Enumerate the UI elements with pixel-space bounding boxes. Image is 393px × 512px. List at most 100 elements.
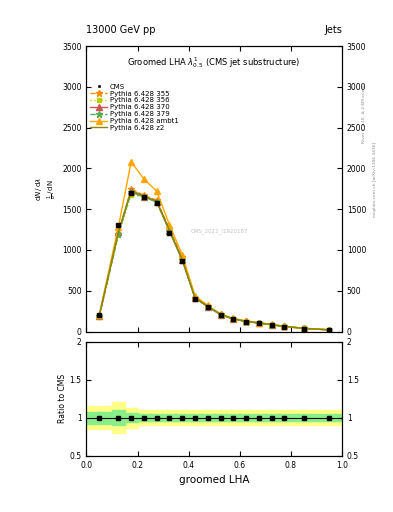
Pythia 6.428 ambt1 [116, 224, 121, 230]
Pythia 6.428 379 [97, 313, 101, 319]
CMS [129, 190, 134, 196]
Pythia 6.428 356 [167, 227, 172, 233]
CMS [257, 321, 261, 327]
Pythia 6.428 ambt1 [327, 327, 332, 333]
Pythia 6.428 355 [231, 316, 236, 322]
Pythia 6.428 355 [218, 311, 223, 317]
Pythia 6.428 z2 [269, 322, 274, 328]
Pythia 6.428 379 [154, 199, 159, 205]
Pythia 6.428 z2 [244, 318, 248, 324]
Pythia 6.428 356 [327, 327, 332, 333]
Line: Pythia 6.428 z2: Pythia 6.428 z2 [99, 190, 329, 330]
Line: Pythia 6.428 370: Pythia 6.428 370 [96, 188, 332, 333]
Pythia 6.428 379 [257, 320, 261, 326]
CMS [116, 222, 121, 228]
Pythia 6.428 z2 [116, 228, 121, 234]
Pythia 6.428 356 [154, 199, 159, 205]
Line: Pythia 6.428 ambt1: Pythia 6.428 ambt1 [96, 159, 332, 332]
Pythia 6.428 370 [154, 199, 159, 205]
Pythia 6.428 ambt1 [97, 312, 101, 318]
CMS [141, 194, 146, 200]
Pythia 6.428 z2 [218, 311, 223, 317]
Pythia 6.428 379 [129, 189, 134, 196]
CMS [193, 296, 197, 302]
CMS [327, 327, 332, 333]
Pythia 6.428 ambt1 [154, 188, 159, 195]
Pythia 6.428 z2 [206, 303, 210, 309]
Pythia 6.428 355 [193, 294, 197, 301]
Pythia 6.428 370 [167, 228, 172, 234]
Pythia 6.428 355 [269, 322, 274, 328]
X-axis label: groomed LHA: groomed LHA [179, 475, 250, 485]
Text: 13000 GeV pp: 13000 GeV pp [86, 25, 156, 35]
Pythia 6.428 355 [282, 323, 287, 329]
Pythia 6.428 370 [231, 316, 236, 322]
Pythia 6.428 355 [167, 226, 172, 232]
Pythia 6.428 379 [282, 324, 287, 330]
Pythia 6.428 356 [301, 326, 306, 332]
Pythia 6.428 356 [231, 316, 236, 322]
Pythia 6.428 356 [97, 314, 101, 320]
CMS [167, 230, 172, 236]
Pythia 6.428 ambt1 [193, 293, 197, 299]
Pythia 6.428 z2 [257, 320, 261, 326]
Pythia 6.428 379 [167, 228, 172, 234]
Pythia 6.428 355 [116, 230, 121, 237]
Pythia 6.428 379 [244, 318, 248, 325]
Pythia 6.428 ambt1 [301, 325, 306, 331]
CMS [154, 200, 159, 206]
Pythia 6.428 z2 [167, 227, 172, 233]
CMS [206, 305, 210, 311]
Pythia 6.428 356 [218, 312, 223, 318]
Pythia 6.428 370 [116, 229, 121, 236]
Pythia 6.428 z2 [141, 193, 146, 199]
Pythia 6.428 355 [244, 318, 248, 325]
Line: Pythia 6.428 379: Pythia 6.428 379 [96, 189, 332, 333]
Pythia 6.428 z2 [282, 323, 287, 329]
Pythia 6.428 356 [116, 232, 121, 239]
Pythia 6.428 370 [282, 324, 287, 330]
Pythia 6.428 355 [141, 192, 146, 198]
Pythia 6.428 370 [206, 304, 210, 310]
Pythia 6.428 z2 [154, 198, 159, 204]
Pythia 6.428 z2 [327, 327, 332, 333]
Line: Pythia 6.428 355: Pythia 6.428 355 [96, 185, 332, 333]
Pythia 6.428 355 [206, 303, 210, 309]
Pythia 6.428 356 [193, 295, 197, 302]
CMS [180, 258, 185, 264]
Pythia 6.428 356 [180, 256, 185, 262]
Pythia 6.428 356 [244, 318, 248, 325]
Pythia 6.428 379 [301, 325, 306, 331]
Pythia 6.428 379 [327, 327, 332, 333]
Text: Jets: Jets [324, 25, 342, 35]
Text: CMS_2021_I1920187: CMS_2021_I1920187 [191, 229, 248, 234]
Pythia 6.428 356 [269, 322, 274, 328]
Pythia 6.428 370 [327, 327, 332, 333]
Pythia 6.428 ambt1 [257, 319, 261, 326]
Pythia 6.428 370 [269, 322, 274, 328]
Pythia 6.428 z2 [129, 187, 134, 194]
Legend: CMS, Pythia 6.428 355, Pythia 6.428 356, Pythia 6.428 370, Pythia 6.428 379, Pyt: CMS, Pythia 6.428 355, Pythia 6.428 356,… [87, 81, 182, 134]
Pythia 6.428 379 [206, 304, 210, 310]
Pythia 6.428 355 [154, 197, 159, 203]
Pythia 6.428 ambt1 [244, 318, 248, 324]
Pythia 6.428 370 [218, 311, 223, 317]
Pythia 6.428 355 [301, 325, 306, 331]
Pythia 6.428 356 [282, 324, 287, 330]
Pythia 6.428 355 [327, 327, 332, 333]
Pythia 6.428 370 [301, 325, 306, 331]
CMS [97, 312, 101, 318]
Pythia 6.428 355 [129, 186, 134, 192]
Pythia 6.428 379 [231, 316, 236, 322]
Pythia 6.428 379 [193, 295, 197, 301]
Pythia 6.428 355 [180, 254, 185, 261]
Pythia 6.428 370 [97, 313, 101, 319]
Pythia 6.428 z2 [180, 257, 185, 263]
Pythia 6.428 ambt1 [231, 315, 236, 322]
Y-axis label: $\mathrm{d}N\,/\,\mathrm{d}\lambda$
$\frac{1}{\sigma}\,/\,\mathrm{d}\mathrm{N}$: $\mathrm{d}N\,/\,\mathrm{d}\lambda$ $\fr… [34, 177, 59, 201]
Pythia 6.428 ambt1 [269, 322, 274, 328]
Pythia 6.428 356 [206, 304, 210, 310]
Pythia 6.428 379 [180, 257, 185, 263]
Pythia 6.428 379 [218, 312, 223, 318]
Text: Groomed LHA $\lambda^{1}_{0.5}$ (CMS jet substructure): Groomed LHA $\lambda^{1}_{0.5}$ (CMS jet… [127, 55, 301, 70]
